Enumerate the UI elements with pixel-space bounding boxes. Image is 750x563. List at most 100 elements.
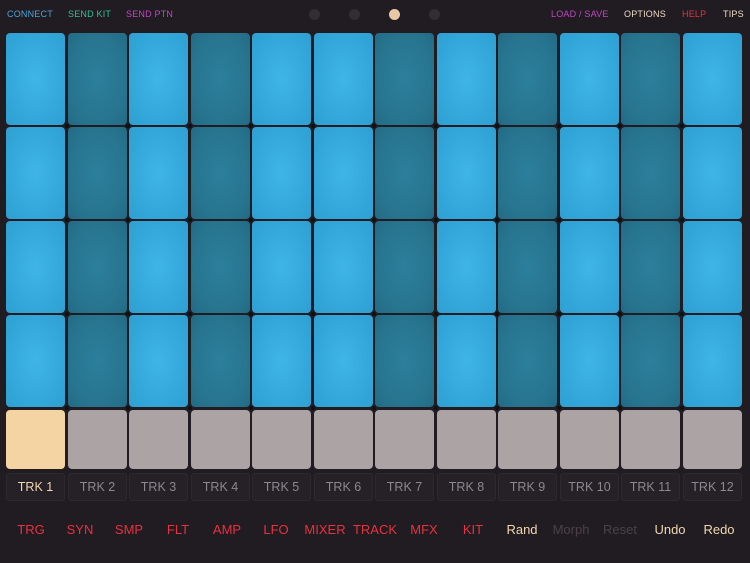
track-tab-7[interactable]: TRK 7: [375, 473, 434, 501]
pad-r3-c8[interactable]: [437, 221, 496, 313]
pad-r2-c10[interactable]: [560, 127, 619, 219]
pad-r2-c6[interactable]: [314, 127, 373, 219]
trigger-pad-11[interactable]: [621, 410, 680, 469]
pad-r1-c3[interactable]: [129, 33, 188, 125]
trigger-pad-4[interactable]: [191, 410, 250, 469]
pad-r4-c5[interactable]: [252, 315, 311, 407]
pad-r3-c10[interactable]: [560, 221, 619, 313]
pad-r4-c2[interactable]: [68, 315, 127, 407]
track-tab-11[interactable]: TRK 11: [621, 473, 680, 501]
pad-r3-c1[interactable]: [6, 221, 65, 313]
track-tab-6[interactable]: TRK 6: [314, 473, 373, 501]
pad-r1-c4[interactable]: [191, 33, 250, 125]
track-tab-10[interactable]: TRK 10: [560, 473, 619, 501]
pad-r2-c9[interactable]: [498, 127, 557, 219]
pad-r3-c6[interactable]: [314, 221, 373, 313]
load-save-button[interactable]: LOAD / SAVE: [551, 9, 609, 19]
menu-lfo-button[interactable]: LFO: [263, 522, 289, 537]
trigger-pad-9[interactable]: [498, 410, 557, 469]
page-dot-1[interactable]: [309, 9, 320, 20]
pad-r3-c9[interactable]: [498, 221, 557, 313]
page-dot-4[interactable]: [429, 9, 440, 20]
tips-button[interactable]: TIPS: [723, 9, 744, 19]
pad-r1-c2[interactable]: [68, 33, 127, 125]
track-tab-2[interactable]: TRK 2: [68, 473, 127, 501]
menu-redo-button[interactable]: Redo: [703, 522, 735, 537]
pad-r4-c8[interactable]: [437, 315, 496, 407]
pad-r4-c4[interactable]: [191, 315, 250, 407]
trigger-pad-10[interactable]: [560, 410, 619, 469]
pad-r2-c4[interactable]: [191, 127, 250, 219]
trigger-pad-6[interactable]: [314, 410, 373, 469]
trigger-pad-1[interactable]: [6, 410, 65, 469]
pad-r3-c7[interactable]: [375, 221, 434, 313]
grid-junction: [188, 124, 192, 128]
track-tab-3[interactable]: TRK 3: [129, 473, 188, 501]
pad-r1-c6[interactable]: [314, 33, 373, 125]
pad-r1-c9[interactable]: [498, 33, 557, 125]
pad-r2-c8[interactable]: [437, 127, 496, 219]
pad-r4-c12[interactable]: [683, 315, 742, 407]
menu-track-button[interactable]: TRACK: [352, 522, 398, 537]
send-kit-button[interactable]: SEND KIT: [68, 9, 112, 19]
options-button[interactable]: OPTIONS: [624, 9, 666, 19]
menu-reset-button[interactable]: Reset: [603, 522, 637, 537]
pad-r4-c11[interactable]: [621, 315, 680, 407]
menu-trg-button[interactable]: TRG: [17, 522, 45, 537]
menu-flt-button[interactable]: FLT: [166, 522, 190, 537]
pad-r3-c5[interactable]: [252, 221, 311, 313]
pad-r1-c12[interactable]: [683, 33, 742, 125]
track-tab-4[interactable]: TRK 4: [191, 473, 250, 501]
pad-r2-c5[interactable]: [252, 127, 311, 219]
pad-r3-c3[interactable]: [129, 221, 188, 313]
pad-r2-c2[interactable]: [68, 127, 127, 219]
trigger-pad-5[interactable]: [252, 410, 311, 469]
pad-r1-c7[interactable]: [375, 33, 434, 125]
menu-syn-button[interactable]: SYN: [66, 522, 94, 537]
page-dot-3[interactable]: [389, 9, 400, 20]
grid-junction: [372, 406, 376, 410]
menu-amp-button[interactable]: AMP: [212, 522, 242, 537]
pad-r3-c4[interactable]: [191, 221, 250, 313]
pad-r1-c11[interactable]: [621, 33, 680, 125]
menu-undo-button[interactable]: Undo: [654, 522, 686, 537]
menu-mfx-button[interactable]: MFX: [410, 522, 438, 537]
pad-r2-c11[interactable]: [621, 127, 680, 219]
pad-r1-c1[interactable]: [6, 33, 65, 125]
connect-button[interactable]: CONNECT: [7, 9, 53, 19]
pad-r3-c2[interactable]: [68, 221, 127, 313]
pad-r1-c5[interactable]: [252, 33, 311, 125]
menu-smp-button[interactable]: SMP: [114, 522, 144, 537]
pad-r4-c9[interactable]: [498, 315, 557, 407]
pad-r3-c11[interactable]: [621, 221, 680, 313]
track-tab-1[interactable]: TRK 1: [6, 473, 65, 501]
pad-r1-c8[interactable]: [437, 33, 496, 125]
pad-r4-c7[interactable]: [375, 315, 434, 407]
trigger-pad-3[interactable]: [129, 410, 188, 469]
pad-r4-c6[interactable]: [314, 315, 373, 407]
pad-r4-c10[interactable]: [560, 315, 619, 407]
send-ptn-button[interactable]: SEND PTN: [126, 9, 174, 19]
help-button[interactable]: HELP: [682, 9, 707, 19]
pad-r4-c3[interactable]: [129, 315, 188, 407]
menu-morph-button[interactable]: Morph: [552, 522, 590, 537]
pad-r3-c12[interactable]: [683, 221, 742, 313]
pad-r2-c12[interactable]: [683, 127, 742, 219]
pad-r2-c3[interactable]: [129, 127, 188, 219]
page-dot-2[interactable]: [349, 9, 360, 20]
menu-rand-button[interactable]: Rand: [506, 522, 538, 537]
pad-r1-c10[interactable]: [560, 33, 619, 125]
pad-r2-c1[interactable]: [6, 127, 65, 219]
trigger-pad-2[interactable]: [68, 410, 127, 469]
track-tab-8[interactable]: TRK 8: [437, 473, 496, 501]
menu-kit-button[interactable]: KIT: [462, 522, 484, 537]
track-tab-5[interactable]: TRK 5: [252, 473, 311, 501]
trigger-pad-8[interactable]: [437, 410, 496, 469]
trigger-pad-7[interactable]: [375, 410, 434, 469]
track-tab-9[interactable]: TRK 9: [498, 473, 557, 501]
menu-mixer-button[interactable]: MIXER: [304, 522, 346, 537]
track-tab-12[interactable]: TRK 12: [683, 473, 742, 501]
pad-r2-c7[interactable]: [375, 127, 434, 219]
pad-r4-c1[interactable]: [6, 315, 65, 407]
trigger-pad-12[interactable]: [683, 410, 742, 469]
